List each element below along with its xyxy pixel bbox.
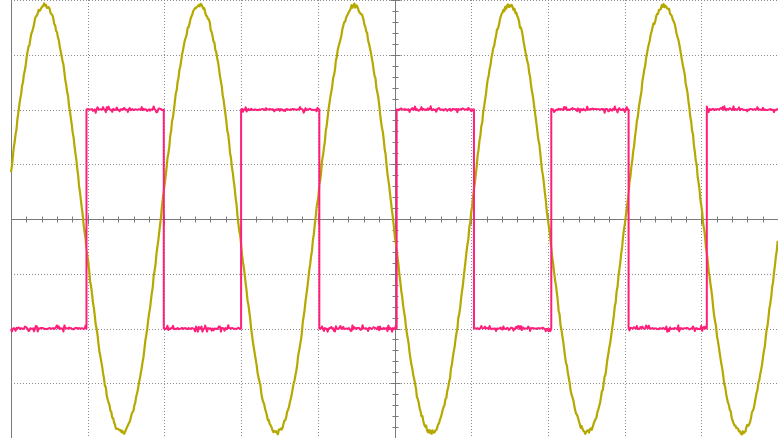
square-wave-trace	[10, 105, 778, 333]
graticule	[11, 0, 778, 438]
sine-wave-trace	[9, 2, 778, 436]
traces	[9, 2, 778, 436]
